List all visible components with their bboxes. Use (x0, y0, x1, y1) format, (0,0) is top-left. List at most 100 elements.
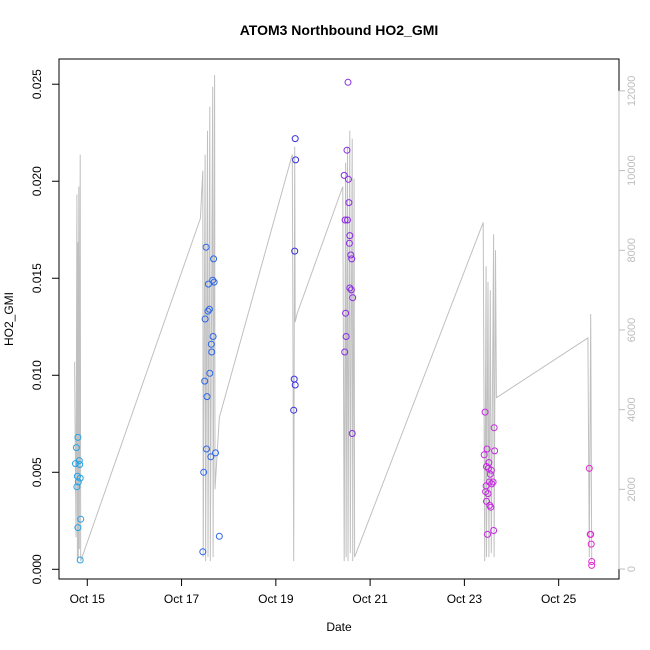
data-point-1-15 (209, 333, 217, 340)
data-point-1-5 (203, 445, 210, 453)
data-point-3-0 (340, 171, 348, 179)
data-point-4-8 (484, 490, 492, 498)
data-point-3-3 (342, 309, 350, 317)
data-point-0-1 (72, 444, 80, 452)
x-tick-label-0: Oct 15 (70, 592, 106, 606)
data-point-0-11 (76, 556, 84, 564)
data-point-2-0 (290, 406, 298, 414)
data-point-1-2 (201, 377, 209, 385)
x-tick-label-5: Oct 25 (541, 592, 577, 606)
data-point-1-19 (215, 532, 223, 540)
chart-title: ATOM3 Northbound HO2_GMI (240, 22, 439, 38)
data-point-2-5 (291, 135, 299, 143)
data-point-1-13 (208, 348, 216, 356)
data-point-0-8 (76, 461, 84, 468)
data-point-1-16 (210, 255, 218, 263)
y2-tick-label-4: 8000 (626, 238, 638, 262)
x-axis: Oct 15 Oct 17 Oct 19 Oct 21 Oct 23 Oct 25 (70, 578, 577, 606)
data-point-3-9 (345, 199, 353, 207)
data-point-4-6 (483, 445, 491, 453)
data-point-3-8 (344, 175, 352, 183)
data-point-3-13 (347, 251, 355, 259)
data-point-1-18 (212, 449, 219, 457)
data-point-5-2 (587, 530, 595, 538)
data-point-5-3 (587, 540, 595, 548)
altitude-line-layer (74, 74, 593, 562)
data-point-4-16 (488, 480, 496, 488)
data-point-1-17 (210, 278, 218, 286)
data-point-3-11 (346, 232, 354, 240)
data-point-4-17 (489, 478, 497, 486)
y-tick-label-0: 0.000 (30, 554, 44, 584)
data-point-3-1 (341, 348, 349, 356)
altitude-line (74, 74, 593, 562)
data-point-4-18 (490, 527, 498, 534)
data-point-0-7 (75, 457, 83, 465)
data-point-1-14 (209, 276, 217, 284)
y-tick-label-3: 0.015 (30, 263, 44, 293)
data-point-3-14 (347, 286, 355, 294)
data-point-3-10 (345, 239, 353, 247)
data-point-0-9 (76, 474, 84, 482)
data-point-1-6 (203, 393, 211, 401)
data-point-4-13 (486, 470, 494, 478)
data-point-2-2 (291, 247, 299, 255)
y2-tick-label-1: 2000 (626, 477, 638, 501)
data-points-layer (72, 78, 596, 569)
data-point-4-0 (480, 451, 488, 459)
x-tick-label-3: Oct 21 (352, 592, 388, 606)
data-point-3-7 (344, 78, 352, 86)
data-point-3-16 (349, 294, 357, 302)
y2-tick-label-3: 6000 (626, 318, 638, 342)
data-point-3-5 (343, 146, 351, 154)
x-axis-label: Date (326, 620, 352, 634)
data-point-3-12 (346, 284, 354, 292)
y2-tick-label-0: 0 (626, 566, 638, 572)
data-point-5-5 (588, 561, 596, 569)
data-point-3-17 (348, 430, 356, 437)
data-point-4-19 (490, 424, 498, 432)
data-point-5-0 (585, 464, 593, 472)
y-tick-label-5: 0.025 (30, 69, 44, 99)
y-axis-right: 0 2000 4000 6000 8000 10000 12000 (618, 76, 638, 572)
data-point-4-11 (485, 478, 493, 486)
data-point-2-3 (291, 381, 299, 389)
data-point-1-0 (199, 548, 207, 556)
data-point-1-1 (200, 468, 208, 476)
data-point-3-6 (344, 216, 351, 224)
data-point-1-9 (205, 305, 213, 313)
data-point-3-15 (348, 255, 356, 263)
data-point-4-20 (491, 447, 499, 455)
data-point-1-10 (206, 369, 214, 377)
data-point-1-12 (207, 340, 215, 348)
y-tick-label-4: 0.020 (30, 166, 44, 196)
data-point-0-5 (74, 524, 82, 532)
y2-tick-label-2: 4000 (626, 397, 638, 421)
data-point-4-1 (481, 408, 489, 416)
data-point-2-4 (292, 156, 300, 164)
plot-frame (58, 58, 620, 580)
y2-tick-label-5: 10000 (626, 155, 638, 186)
data-point-1-3 (201, 315, 209, 323)
data-point-4-14 (487, 503, 495, 511)
data-point-1-4 (202, 243, 210, 251)
data-point-1-7 (204, 307, 212, 315)
data-point-0-4 (74, 433, 82, 441)
data-point-0-10 (77, 515, 85, 523)
x-tick-label-4: Oct 23 (447, 592, 483, 606)
y-axis-left: 0.000 0.005 0.010 0.015 0.020 0.025 (30, 69, 60, 584)
data-point-1-11 (207, 453, 215, 461)
data-point-4-7 (484, 530, 491, 538)
data-point-0-6 (74, 478, 82, 486)
data-point-3-4 (342, 333, 350, 340)
x-tick-label-1: Oct 17 (164, 592, 200, 606)
y-tick-label-2: 0.010 (30, 360, 44, 390)
data-point-5-4 (588, 558, 596, 565)
data-point-4-10 (485, 459, 493, 467)
data-point-4-15 (487, 466, 495, 474)
x-tick-label-2: Oct 19 (258, 592, 294, 606)
data-point-0-2 (73, 483, 81, 491)
data-point-3-2 (341, 216, 349, 224)
y2-tick-label-6: 12000 (626, 76, 638, 107)
